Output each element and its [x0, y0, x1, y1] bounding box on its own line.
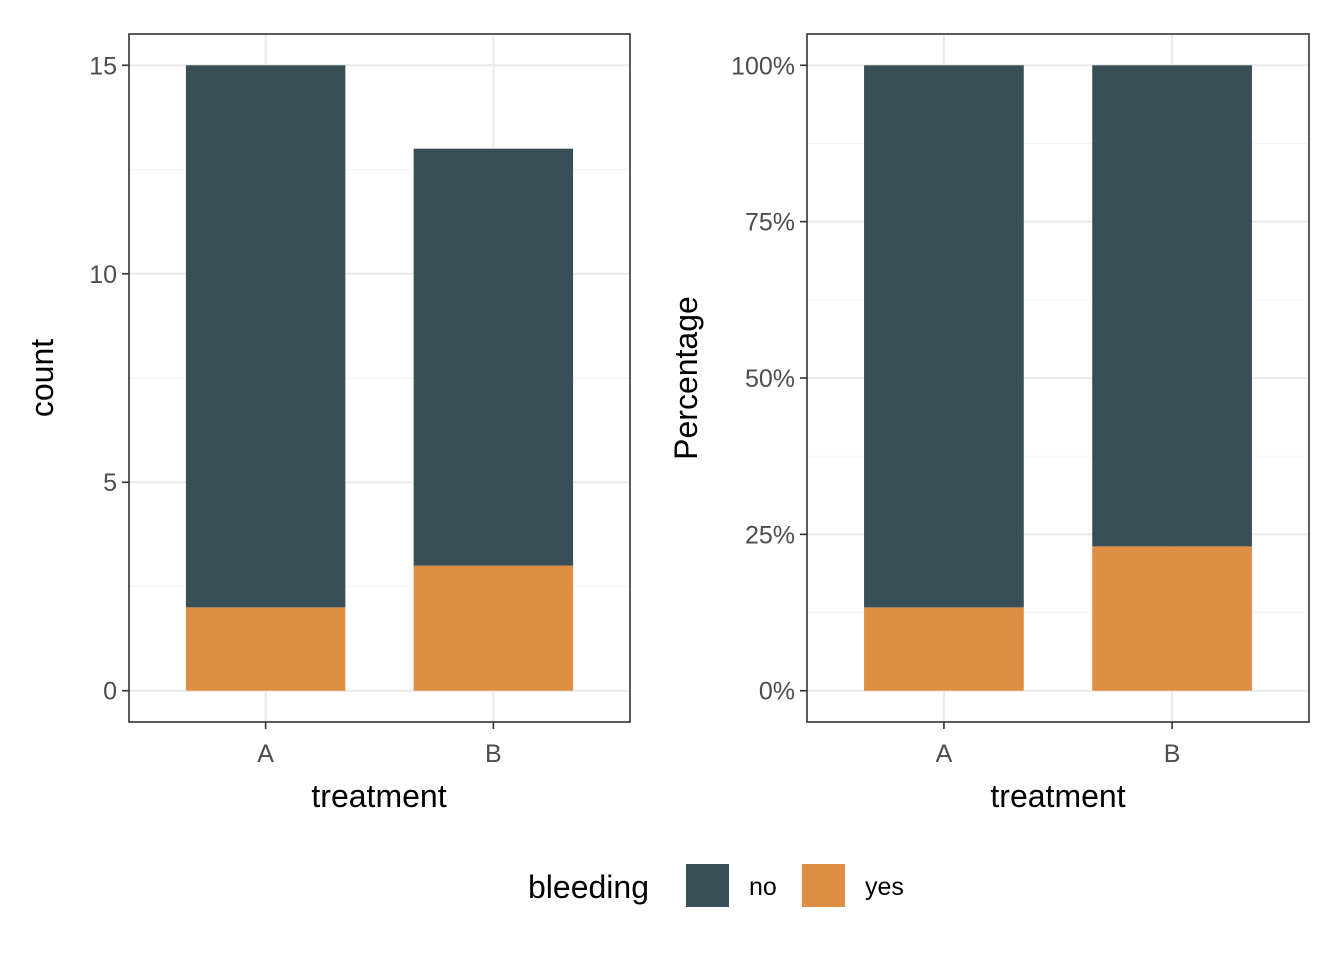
panel-border	[128, 33, 631, 723]
y-tick-label: 25%	[745, 521, 795, 549]
bar-yes-B	[1092, 546, 1252, 691]
x-tick-label: A	[257, 740, 274, 768]
bar-no-A	[185, 65, 346, 608]
x-tick-label: B	[1164, 740, 1181, 768]
x-axis-title: treatment	[990, 778, 1125, 814]
y-tick-label: 0%	[759, 678, 795, 706]
bar-yes-B	[413, 565, 574, 691]
y-axis-title: Percentage	[668, 296, 704, 460]
legend: bleeding no yes	[528, 864, 904, 907]
x-tick-label: A	[936, 740, 953, 768]
y-axis-title: count	[24, 339, 60, 417]
bar-yes-A	[864, 607, 1024, 691]
x-axis-title: treatment	[311, 778, 446, 814]
y-tick-label: 15	[89, 52, 117, 80]
bar-no-B	[413, 148, 574, 566]
legend-title: bleeding	[528, 869, 649, 905]
bar-no-A	[864, 65, 1024, 608]
legend-label-no: no	[749, 873, 777, 901]
legend-key-yes	[802, 864, 845, 907]
y-tick-label: 10	[89, 261, 117, 289]
y-tick-label: 100%	[731, 52, 795, 80]
y-tick-label: 0	[103, 678, 117, 706]
y-tick-label: 5	[103, 469, 117, 497]
y-tick-label: 50%	[745, 365, 795, 393]
y-tick-label: 75%	[745, 209, 795, 237]
x-tick-label: B	[485, 740, 502, 768]
legend-label-yes: yes	[865, 873, 904, 901]
bar-no-B	[1092, 65, 1252, 547]
bar-yes-A	[185, 607, 346, 691]
legend-key-no	[686, 864, 729, 907]
